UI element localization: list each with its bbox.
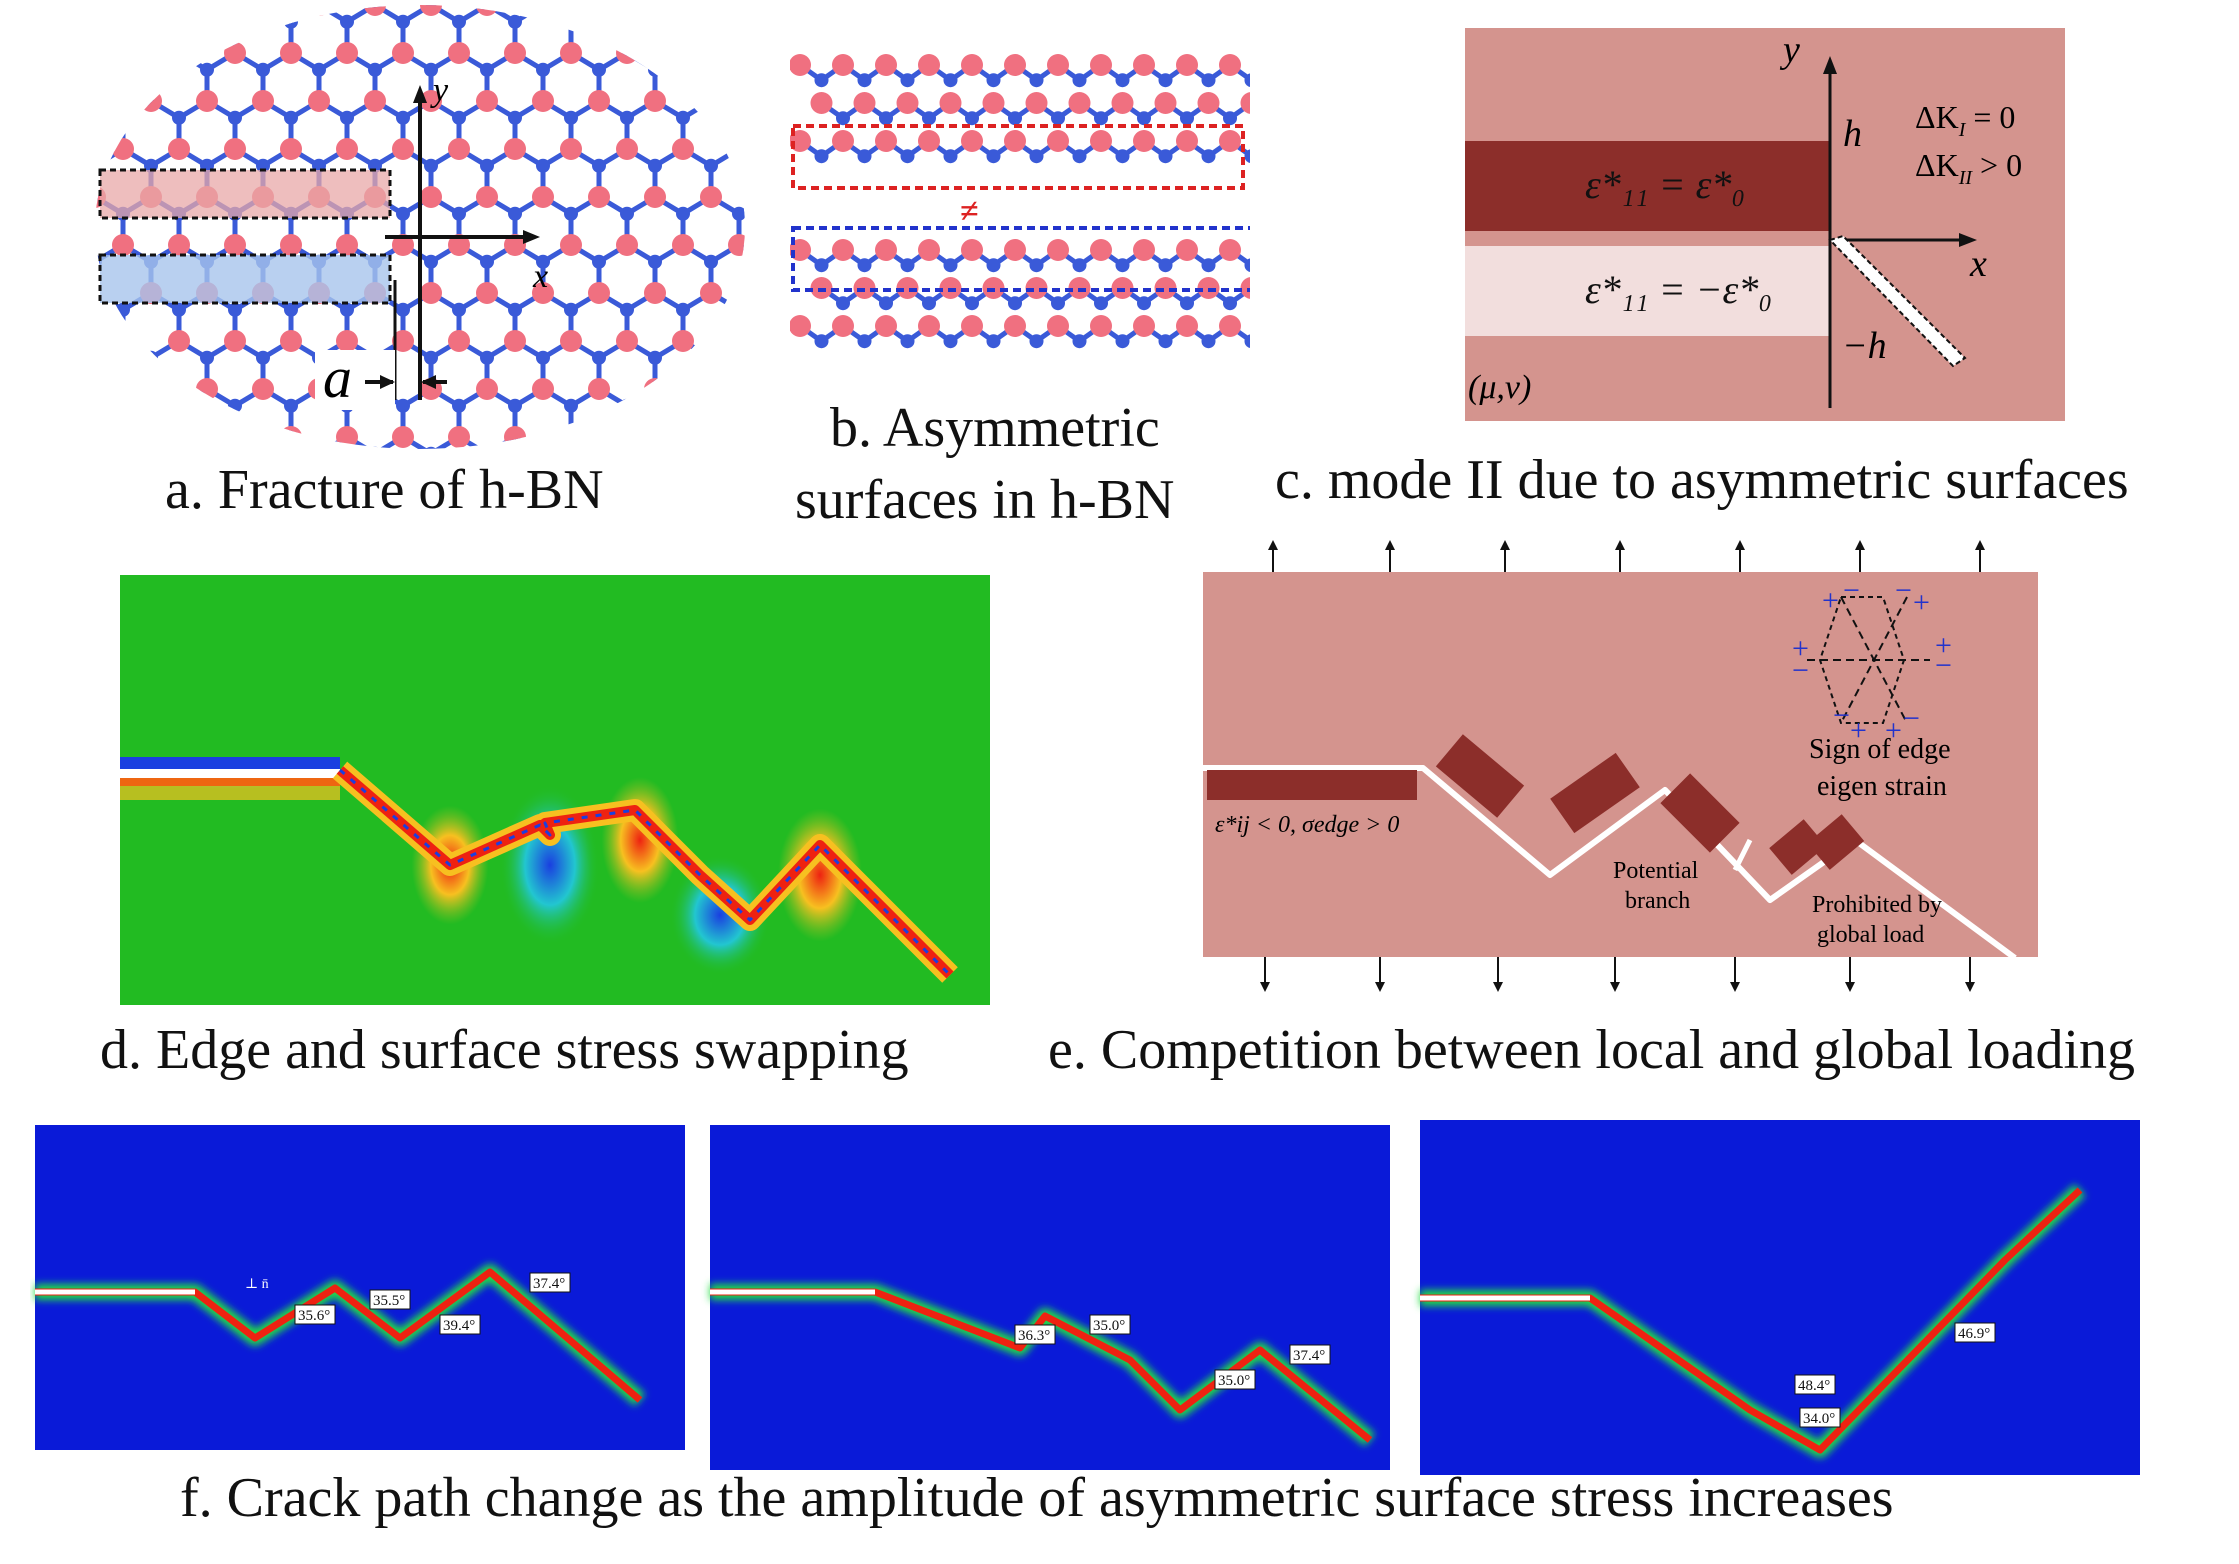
mode-ii-diagram: y x h −h ΔKI = 0 ΔKII > 0 ε*₁₁ = ε*₀ ε*₁… (1465, 28, 2065, 421)
svg-text:34.0°: 34.0° (1803, 1411, 1835, 1427)
angle-tag: 39.4° (439, 1314, 481, 1335)
angle-tag: 35.6° (294, 1304, 336, 1325)
edge-strain-block-1 (1207, 770, 1417, 800)
svg-text:−: − (1903, 702, 1920, 735)
lower-surface-box (98, 253, 392, 305)
caption-e: e. Competition between local and global … (1048, 1019, 2136, 1081)
svg-text:36.3°: 36.3° (1018, 1328, 1050, 1344)
svg-text:+: + (1822, 584, 1839, 617)
not-equal-symbol: ≠ (960, 193, 979, 230)
label-eigen-strain: eigen strain (1817, 771, 1947, 802)
svg-text:−: − (1843, 574, 1860, 607)
global-load-arrows (1260, 540, 1985, 992)
panel-f-crack-paths: ⊥ n̄ 35.6° 35.5° 39.4° 37.4° 36.3° 35.0° 35.0°… (30, 1120, 2145, 1480)
angle-tag: 37.4° (529, 1272, 571, 1293)
svg-text:+: + (1913, 586, 1930, 619)
inclined-crack (1828, 234, 1967, 368)
angle-tag: 36.3° (1014, 1324, 1056, 1345)
upper-surface-box (98, 168, 392, 220)
caption-a: a. Fracture of h-BN (165, 459, 604, 521)
angle-tag: 34.0° (1799, 1407, 1841, 1428)
svg-text:+: + (1792, 632, 1809, 665)
lower-strain-strip (1465, 246, 1830, 336)
dimension-label: a (323, 345, 352, 410)
angle-tag: 35.0° (1214, 1369, 1256, 1390)
y-axis-label: y (430, 72, 449, 109)
angle-tag: 46.9° (1954, 1322, 1996, 1343)
upper-lattice (789, 54, 1296, 164)
label-strain-condition: ε*ij < 0, σedge > 0 (1215, 812, 1399, 838)
caption-b-line1: b. Asymmetric (830, 397, 1160, 459)
edge-strain-block-4 (1660, 773, 1740, 853)
h-label: h (1843, 113, 1862, 155)
crack-plot-2 (710, 1125, 1390, 1470)
svg-text:+: + (1885, 714, 1902, 747)
panel-a-hbn-fracture: y x a (95, 5, 745, 450)
svg-text:37.4°: 37.4° (533, 1276, 565, 1292)
panel-b-asymmetric-surfaces: ≠ (789, 30, 1296, 390)
edge-strain-block-3 (1550, 752, 1640, 834)
svg-text:48.4°: 48.4° (1798, 1378, 1830, 1394)
crack-path-plots: ⊥ n̄ 35.6° 35.5° 39.4° 37.4° 36.3° 35.0° 35.0°… (35, 1120, 2140, 1475)
caption-f: f. Crack path change as the amplitude of… (180, 1467, 1894, 1529)
hbn-lattice-diagram: y x a (95, 5, 745, 449)
angle-tag: 48.4° (1794, 1374, 1836, 1395)
svg-text:−: − (1895, 574, 1912, 607)
panel-e-competition: + − − + + − + − − + + − Sign of edge eig… (1195, 540, 2045, 995)
y-axis-label: y (1779, 29, 1800, 71)
label-sign-edge: Sign of edge (1809, 734, 1951, 765)
edge-sign-hexagon (1807, 596, 1930, 724)
angle-labels: 35.6° 35.5° 39.4° 37.4° 36.3° 35.0° 35.0° 37.4°… (294, 1272, 1996, 1428)
caption-c: c. mode II due to asymmetric surfaces (1275, 449, 2129, 511)
svg-text:+: + (1935, 629, 1952, 662)
svg-text:37.4°: 37.4° (1293, 1348, 1325, 1364)
label-branch: branch (1625, 888, 1690, 914)
angle-tag: 35.5° (369, 1289, 411, 1310)
crack-path (336, 766, 954, 979)
edge-strain-block-5 (1769, 819, 1827, 875)
svg-text:35.6°: 35.6° (298, 1308, 330, 1324)
competition-diagram: + − − + + − + − − + + − Sign of edge eig… (1203, 540, 2038, 992)
x-axis-label: x (532, 258, 548, 295)
crack-plot-3 (1420, 1120, 2140, 1475)
svg-text:39.4°: 39.4° (443, 1318, 475, 1334)
upper-strain-strip (1465, 141, 1830, 231)
edge-strain-block-2 (1435, 734, 1525, 818)
caption-d: d. Edge and surface stress swapping (100, 1019, 909, 1081)
crack-plot-1: ⊥ n̄ (35, 1125, 685, 1450)
x-axis-label: x (1969, 243, 1987, 285)
svg-text:−: − (1833, 699, 1850, 732)
potential-branch-line (1732, 838, 1753, 872)
material-label: (μ,ν) (1468, 369, 1531, 406)
svg-text:−: − (1935, 649, 1952, 682)
upper-surface-box (791, 124, 1245, 190)
panel-c-mode-ii: y x h −h ΔKI = 0 ΔKII > 0 ε*₁₁ = ε*₀ ε*₁… (1465, 28, 2065, 428)
label-global-load: global load (1817, 922, 1924, 948)
lower-strain-label: ε*₁₁ = −ε*₀ (1585, 267, 1772, 312)
svg-text:35.0°: 35.0° (1093, 1318, 1125, 1334)
angle-tag: 35.0° (1089, 1314, 1131, 1335)
angle-tag: 37.4° (1289, 1344, 1331, 1365)
crack-path-2 (710, 1288, 1373, 1443)
neg-h-label: −h (1842, 325, 1887, 367)
delta-k1: ΔKI = 0 (1915, 99, 2015, 141)
caption-b-line2: surfaces in h-BN (795, 469, 1175, 531)
upper-strain-label: ε*₁₁ = ε*₀ (1585, 162, 1745, 207)
delta-k2: ΔKII > 0 (1915, 147, 2022, 189)
svg-text:46.9°: 46.9° (1958, 1326, 1990, 1342)
edge-strain-block-6 (1807, 814, 1865, 870)
svg-text:35.5°: 35.5° (373, 1293, 405, 1309)
asymmetric-surfaces-diagram: ≠ (789, 54, 1296, 349)
svg-text:−: − (1792, 654, 1809, 687)
sign-markers: + − − + + − + − − + + − (1792, 574, 1952, 747)
lower-lattice (789, 239, 1296, 349)
panel-d-stress-swapping (120, 575, 990, 1005)
svg-text:35.0°: 35.0° (1218, 1373, 1250, 1389)
normal-vector-label: ⊥ n̄ (245, 1277, 269, 1292)
label-prohibited: Prohibited by (1812, 892, 1942, 918)
svg-text:+: + (1850, 714, 1867, 747)
stress-field-plot (120, 575, 990, 1005)
label-potential: Potential (1613, 858, 1699, 884)
